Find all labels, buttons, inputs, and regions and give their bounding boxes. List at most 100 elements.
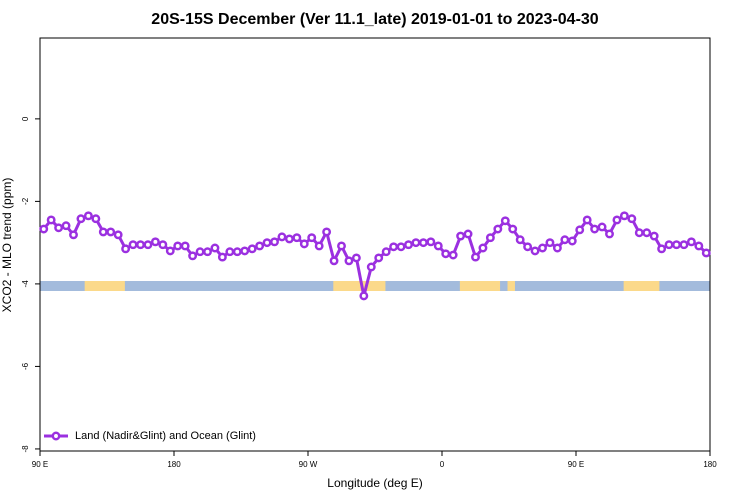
point-marker [418,238,428,248]
point-marker [411,238,421,248]
plot-frame [39,37,711,452]
point-marker [404,240,413,250]
y-tick-label: -6 [21,362,30,370]
point-marker [106,227,116,237]
point-marker [217,252,227,262]
x-tick-label: 90 W [299,460,318,469]
point-marker [203,247,212,257]
x-axis-label: Longitude (deg E) [327,476,422,490]
point-marker [538,243,547,253]
point-marker [456,231,466,241]
point-marker [299,239,309,249]
point-marker [701,248,711,258]
point-marker [337,241,346,251]
point-marker [128,240,138,250]
point-marker [523,242,533,252]
point-marker [396,242,406,252]
point-marker [634,228,644,238]
point-marker [210,243,220,253]
point-marker [508,224,518,234]
point-marker [657,244,667,254]
point-marker [694,241,704,251]
point-marker [143,240,153,250]
point-marker [575,225,585,235]
y-axis-label: XCO2 - MLO trend (ppm) [0,178,14,313]
point-marker [389,242,399,252]
point-marker [627,214,637,224]
land-segment [84,281,125,291]
point-marker [612,215,622,225]
point-marker [232,247,242,257]
point-marker [351,253,361,263]
point-marker [597,222,607,232]
point-marker [225,247,235,257]
point-marker [270,237,279,247]
point-marker [545,238,555,248]
point-marker [39,224,49,234]
point-marker [277,232,287,242]
point-marker [329,256,339,266]
point-marker [619,211,629,221]
point-marker [307,233,317,243]
point-marker [188,251,198,261]
point-marker [76,214,86,224]
point-marker [374,253,384,263]
land-segment [459,281,501,291]
point-marker [493,224,503,234]
legend-marker [51,431,61,441]
point-marker [344,256,354,266]
point-marker [61,221,71,231]
land-segment [333,281,386,291]
y-tick-label: 0 [21,116,30,121]
point-marker [478,243,488,253]
point-marker [98,227,108,237]
land-segment [507,281,515,291]
point-marker [69,230,78,240]
point-marker [552,243,562,253]
point-marker [83,211,93,221]
point-marker [54,223,64,233]
y-tick-label: -8 [21,445,30,453]
x-tick-label: 180 [167,460,181,469]
point-marker [113,230,123,240]
point-marker [590,224,600,234]
point-marker [642,228,652,238]
point-marker [426,237,436,247]
point-marker [515,235,525,245]
y-tick-label: -2 [21,197,30,205]
point-marker [158,240,168,250]
point-marker [247,244,257,254]
point-marker [255,241,265,251]
point-marker [448,250,458,260]
point-marker [91,214,101,224]
point-marker [322,227,332,237]
point-marker [500,216,510,226]
land-segment [623,281,660,291]
point-marker [173,241,183,251]
point-marker [567,236,577,246]
point-marker [359,291,369,301]
point-marker [649,231,659,241]
point-marker [150,237,160,247]
point-marker [605,229,614,239]
point-marker [262,238,272,248]
point-marker [560,235,570,245]
point-marker [136,240,145,250]
point-marker [240,246,250,256]
x-tick-label: 90 E [32,460,48,469]
point-marker [672,240,681,250]
point-marker [679,240,689,250]
point-marker [180,241,190,251]
point-marker [46,215,56,225]
x-tick-label: 180 [703,460,717,469]
point-marker [165,246,175,256]
point-marker [381,247,391,257]
x-tick-label: 0 [440,460,445,469]
point-marker [582,215,592,225]
point-marker [664,240,674,250]
point-marker [284,234,294,244]
point-marker [433,241,443,251]
point-marker [366,262,376,272]
point-marker [530,246,540,256]
